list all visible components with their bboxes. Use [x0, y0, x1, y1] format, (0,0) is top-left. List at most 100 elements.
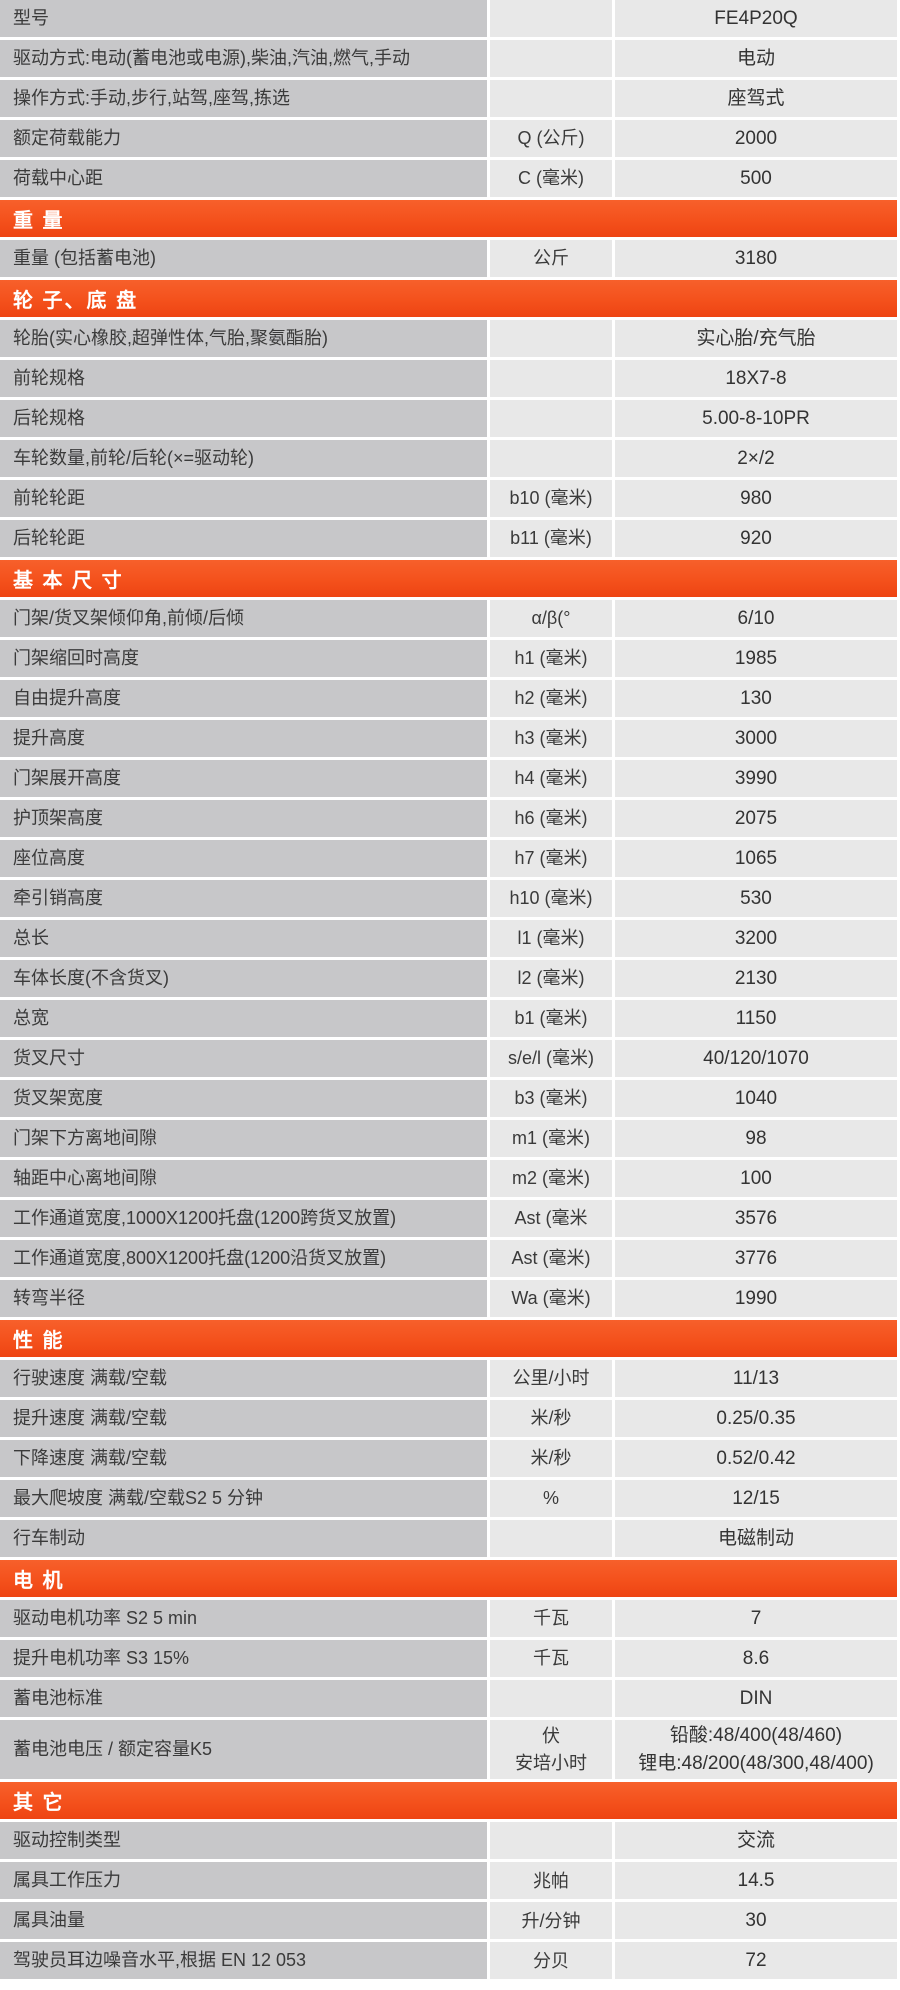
row-label-cell: 型号	[0, 0, 487, 37]
table-row: 轴距中心离地间隙 m2 (毫米) 100	[0, 1160, 897, 1197]
table-row: 工作通道宽度,1000X1200托盘(1200跨货叉放置) Ast (毫米 3576	[0, 1200, 897, 1237]
row-label-cell: 后轮轮距	[0, 520, 487, 557]
table-row: 前轮规格 18X7-8	[0, 360, 897, 397]
row-unit-cell: h1 (毫米)	[490, 640, 612, 677]
section-header: 电 机	[0, 1560, 897, 1597]
section-header: 其 它	[0, 1782, 897, 1820]
table-row: 门架缩回时高度 h1 (毫米) 1985	[0, 640, 897, 677]
row-label-cell: 轮胎(实心橡胶,超弹性体,气胎,聚氨酯胎)	[0, 320, 487, 357]
row-label-cell: 门架缩回时高度	[0, 640, 487, 677]
table-row: 车体长度(不含货叉) l2 (毫米) 2130	[0, 960, 897, 997]
row-unit-cell: C (毫米)	[490, 160, 612, 197]
table-row: 自由提升高度 h2 (毫米) 130	[0, 680, 897, 717]
table-row: 牵引销高度 h10 (毫米) 530	[0, 880, 897, 917]
row-value-cell: 2000	[615, 120, 897, 157]
table-row: 转弯半径 Wa (毫米) 1990	[0, 1280, 897, 1317]
table-row: 前轮轮距 b10 (毫米) 980	[0, 480, 897, 517]
row-value-cell: 5.00-8-10PR	[615, 400, 897, 437]
section-title: 重 量	[13, 210, 65, 232]
row-value-cell: 3576	[615, 1200, 897, 1237]
row-label-cell: 驱动控制类型	[0, 1822, 487, 1860]
row-value-cell: 2130	[615, 960, 897, 997]
table-row: 门架下方离地间隙 m1 (毫米) 98	[0, 1120, 897, 1157]
row-unit-cell: Q (公斤)	[490, 120, 612, 157]
table-row: 下降速度 满载/空载 米/秒 0.52/0.42	[0, 1440, 897, 1477]
row-label-cell: 总长	[0, 920, 487, 957]
section-header: 轮 子、底 盘	[0, 280, 897, 317]
row-value-cell: 130	[615, 680, 897, 717]
row-unit-cell: m1 (毫米)	[490, 1120, 612, 1157]
row-value-cell: 0.25/0.35	[615, 1400, 897, 1437]
row-unit-cell: Wa (毫米)	[490, 1280, 612, 1317]
row-label-cell: 门架展开高度	[0, 760, 487, 797]
row-unit-cell: h10 (毫米)	[490, 880, 612, 917]
table-row: 蓄电池标准 DIN	[0, 1680, 897, 1717]
table-row: 货叉尺寸 s/e/l (毫米) 40/120/1070	[0, 1040, 897, 1077]
row-label-cell: 额定荷载能力	[0, 120, 487, 157]
row-unit-cell: Ast (毫米	[490, 1200, 612, 1237]
table-row: 总长 l1 (毫米) 3200	[0, 920, 897, 957]
row-value-cell: 3180	[615, 240, 897, 277]
table-row: 属具油量 升/分钟 30	[0, 1902, 897, 1940]
row-label-cell: 自由提升高度	[0, 680, 487, 717]
row-value-cell: 40/120/1070	[615, 1040, 897, 1077]
section-title: 其 它	[13, 1792, 65, 1815]
row-value-cell: 920	[615, 520, 897, 557]
row-value-cell: 3000	[615, 720, 897, 757]
table-row: 门架/货叉架倾仰角,前倾/后倾 α/β(° 6/10	[0, 600, 897, 637]
row-value-cell: 18X7-8	[615, 360, 897, 397]
section-title: 轮 子、底 盘	[13, 290, 139, 312]
section-title: 电 机	[13, 1570, 65, 1592]
row-unit-cell: h4 (毫米)	[490, 760, 612, 797]
table-row: 驱动电机功率 S2 5 min 千瓦 7	[0, 1600, 897, 1637]
row-value-cell: 11/13	[615, 1360, 897, 1397]
table-row: 轮胎(实心橡胶,超弹性体,气胎,聚氨酯胎) 实心胎/充气胎	[0, 320, 897, 357]
table-row: 型号 FE4P20Q	[0, 0, 897, 37]
row-value-cell: 8.6	[615, 1640, 897, 1677]
row-value-cell: 2×/2	[615, 440, 897, 477]
row-value-cell: 1040	[615, 1080, 897, 1117]
row-value-cell: 0.52/0.42	[615, 1440, 897, 1477]
row-unit-cell: b1 (毫米)	[490, 1000, 612, 1037]
row-label-cell: 驾驶员耳边噪音水平,根据 EN 12 053	[0, 1942, 487, 1980]
row-unit-cell	[490, 360, 612, 397]
row-value-cell: 电动	[615, 40, 897, 77]
table-row: 护顶架高度 h6 (毫米) 2075	[0, 800, 897, 837]
row-unit-cell: %	[490, 1480, 612, 1517]
row-unit-cell: m2 (毫米)	[490, 1160, 612, 1197]
table-row: 提升高度 h3 (毫米) 3000	[0, 720, 897, 757]
row-unit-cell	[490, 400, 612, 437]
row-value-cell: 3990	[615, 760, 897, 797]
row-value-cell: 100	[615, 1160, 897, 1197]
row-unit-cell: s/e/l (毫米)	[490, 1040, 612, 1077]
row-unit-cell: 米/秒	[490, 1440, 612, 1477]
row-label-cell: 转弯半径	[0, 1280, 487, 1317]
row-unit-cell: 伏 安培小时	[490, 1720, 612, 1780]
row-value-cell: 12/15	[615, 1480, 897, 1517]
row-label-cell: 蓄电池标准	[0, 1680, 487, 1717]
section-title: 基 本 尺 寸	[13, 570, 124, 592]
section-header: 性 能	[0, 1320, 897, 1357]
row-unit-cell: h2 (毫米)	[490, 680, 612, 717]
row-label-cell: 总宽	[0, 1000, 487, 1037]
row-unit-cell	[490, 440, 612, 477]
row-value-cell: 电磁制动	[615, 1520, 897, 1557]
table-row: 荷载中心距 C (毫米) 500	[0, 160, 897, 197]
row-label-cell: 货叉尺寸	[0, 1040, 487, 1077]
row-unit-cell: 公里/小时	[490, 1360, 612, 1397]
row-label-cell: 货叉架宽度	[0, 1080, 487, 1117]
table-row: 后轮轮距 b11 (毫米) 920	[0, 520, 897, 557]
row-value-cell: 交流	[615, 1822, 897, 1860]
row-unit-cell: 兆帕	[490, 1862, 612, 1900]
row-unit-cell	[490, 1680, 612, 1717]
row-label-cell: 车体长度(不含货叉)	[0, 960, 487, 997]
row-unit-cell: Ast (毫米)	[490, 1240, 612, 1277]
row-value-cell: 1990	[615, 1280, 897, 1317]
row-unit-cell: 千瓦	[490, 1640, 612, 1677]
row-value-cell: 98	[615, 1120, 897, 1157]
row-label-cell: 轴距中心离地间隙	[0, 1160, 487, 1197]
table-row: 驾驶员耳边噪音水平,根据 EN 12 053 分贝 72	[0, 1942, 897, 1980]
row-label-cell: 下降速度 满载/空载	[0, 1440, 487, 1477]
row-label-cell: 提升电机功率 S3 15%	[0, 1640, 487, 1677]
row-unit-cell	[490, 0, 612, 37]
